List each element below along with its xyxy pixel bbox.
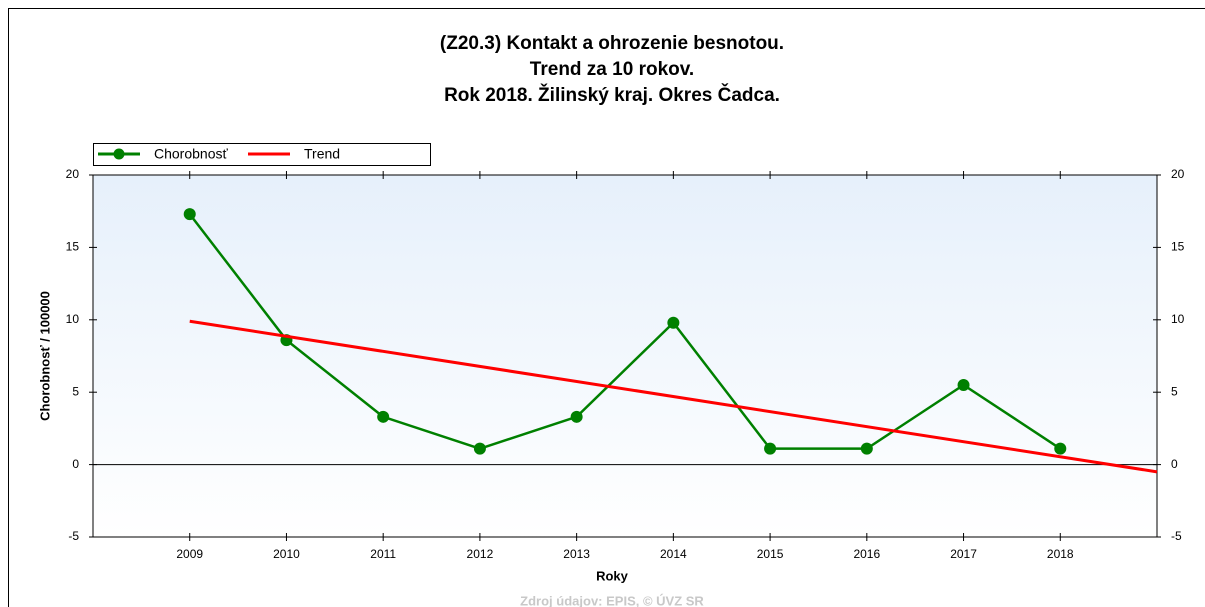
data-point [860, 442, 873, 455]
series-line [189, 319, 1158, 474]
y-tick-label: -5 [68, 529, 79, 543]
chart-title: Trend za 10 rokov. [530, 59, 694, 80]
legend-label: Chorobnosť [154, 146, 228, 162]
data-point [667, 316, 680, 329]
x-tick-label: 2011 [370, 547, 396, 561]
y2-tick-label: 15 [1171, 240, 1185, 254]
y2-tick-label: 10 [1171, 312, 1185, 326]
x-tick-label: 2012 [467, 547, 494, 561]
chart-title: (Z20.3) Kontakt a ohrozenie besnotou. [440, 33, 784, 54]
x-tick-label: 2016 [853, 547, 880, 561]
legend-label: Trend [304, 146, 340, 162]
y-tick-label: 15 [66, 240, 80, 254]
x-tick-label: 2013 [563, 547, 590, 561]
x-tick-label: 2018 [1047, 547, 1074, 561]
plot-area [92, 174, 1158, 538]
legend-marker [113, 148, 125, 160]
x-tick-label: 2017 [950, 547, 977, 561]
data-point [473, 442, 486, 455]
x-axis-label: Roky [596, 568, 629, 583]
y-axis-label: Chorobnosť / 100000 [37, 291, 52, 421]
x-tick-label: 2009 [176, 547, 203, 561]
data-point [764, 442, 777, 455]
frame [8, 8, 1205, 607]
y2-tick-label: 0 [1171, 457, 1178, 471]
x-tick-label: 2014 [660, 547, 687, 561]
x-tick-label: 2010 [273, 547, 300, 561]
y2-tick-label: 20 [1171, 167, 1185, 181]
data-point [570, 410, 583, 423]
y2-tick-label: -5 [1171, 529, 1182, 543]
data-point [183, 208, 196, 221]
data-point [1054, 442, 1067, 455]
series-line [188, 213, 1061, 450]
y-tick-label: 10 [66, 312, 80, 326]
y-tick-label: 20 [66, 167, 80, 181]
y-tick-label: 5 [72, 384, 79, 398]
y-tick-label: 0 [72, 457, 79, 471]
x-tick-label: 2015 [757, 547, 784, 561]
data-point [377, 410, 390, 423]
source: Zdroj údajov: EPIS, © ÚVZ SR [520, 593, 704, 607]
chart-title: Rok 2018. Žilinský kraj. Okres Čadca. [444, 84, 780, 106]
y2-tick-label: 5 [1171, 384, 1178, 398]
data-point [957, 378, 970, 391]
